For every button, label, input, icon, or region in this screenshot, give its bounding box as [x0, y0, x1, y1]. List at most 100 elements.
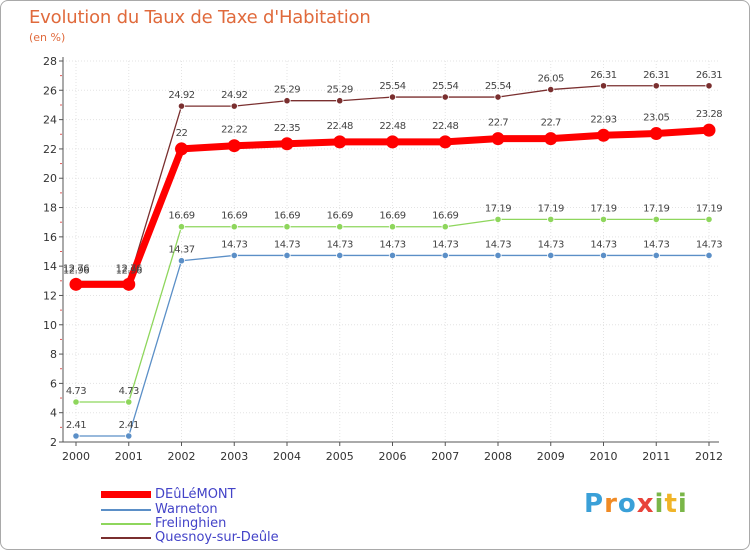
x-tick-label: 2007 [431, 450, 459, 463]
data-point [177, 257, 186, 265]
x-tick-label: 2002 [168, 450, 196, 463]
data-point [441, 223, 449, 231]
data-point [280, 137, 294, 151]
x-tick-label: 2003 [220, 450, 248, 463]
data-label: 22.93 [590, 114, 616, 125]
x-tick-label: 2008 [484, 450, 512, 463]
proxiti-logo: Proxiti [584, 489, 688, 519]
data-label: 4.73 [119, 386, 139, 397]
data-label: 25.54 [432, 81, 458, 92]
data-point [491, 132, 505, 146]
plot-area [63, 61, 719, 442]
logo-letter: i [654, 489, 665, 519]
data-label: 22.22 [221, 125, 247, 136]
data-point [336, 97, 344, 105]
data-label: 25.29 [327, 85, 353, 96]
data-label: 2.41 [119, 420, 139, 431]
data-label: 14.73 [485, 239, 511, 250]
y-tick-label: 18 [43, 202, 57, 215]
legend-label: Quesnoy-sur-Deûle [155, 530, 279, 545]
data-label: 25.54 [485, 81, 511, 92]
data-point [386, 135, 399, 149]
data-point [388, 93, 397, 101]
data-point [125, 398, 133, 406]
data-point [177, 102, 186, 110]
data-point [333, 135, 347, 149]
data-point [441, 93, 449, 101]
data-point [388, 251, 397, 260]
logo-letter: r [604, 489, 618, 519]
data-point [494, 93, 502, 101]
data-label: 14.73 [221, 239, 247, 250]
data-label: 17.19 [643, 203, 669, 214]
data-label: 14.73 [432, 239, 458, 250]
x-tick-label: 2011 [642, 450, 670, 463]
data-point [283, 251, 291, 260]
data-point [599, 82, 608, 90]
data-label: 14.37 [168, 245, 194, 256]
data-point [177, 223, 186, 231]
logo-letter: o [617, 489, 637, 519]
data-point [336, 223, 344, 231]
data-label: 14.73 [274, 239, 300, 250]
legend-label: Warneton [155, 502, 218, 517]
y-tick-label: 6 [50, 377, 57, 390]
data-point [547, 85, 555, 94]
x-tick-label: 2005 [326, 450, 354, 463]
x-tick-label: 2000 [62, 450, 90, 463]
data-point [599, 251, 608, 260]
data-label: 17.19 [538, 203, 564, 214]
data-label: 12.76 [116, 263, 142, 274]
data-point [72, 432, 80, 440]
data-label: 25.29 [274, 85, 300, 96]
data-label: 16.69 [432, 211, 458, 222]
data-point [388, 223, 397, 231]
x-tick-label: 2001 [115, 450, 143, 463]
data-label: 16.69 [274, 211, 300, 222]
data-point [652, 215, 660, 224]
data-point [230, 223, 238, 231]
data-point [702, 123, 716, 137]
x-tick-label: 2006 [379, 450, 407, 463]
y-tick-label: 10 [43, 319, 57, 332]
data-label: 23.05 [643, 113, 669, 124]
data-point [494, 251, 502, 260]
logo-letter: i [677, 489, 688, 519]
legend-label: Frelinghien [155, 516, 227, 531]
data-point [599, 215, 608, 224]
data-point [547, 251, 555, 260]
y-tick-label: 8 [50, 348, 57, 361]
y-tick-label: 4 [50, 407, 57, 420]
data-label: 22.48 [432, 121, 458, 132]
data-label: 22.7 [488, 118, 508, 129]
data-label: 16.69 [168, 211, 194, 222]
legend-swatch [101, 509, 151, 511]
data-label: 26.31 [590, 70, 616, 81]
legend-label: DEûLéMONT [155, 487, 236, 502]
data-label: 16.69 [327, 211, 353, 222]
data-label: 14.73 [590, 239, 616, 250]
data-point [652, 82, 660, 90]
data-label: 26.05 [538, 74, 564, 85]
y-tick-label: 14 [43, 260, 57, 273]
data-point [230, 102, 238, 110]
legend-swatch [101, 523, 151, 525]
data-label: 17.19 [590, 203, 616, 214]
chart-subtitle: (en %) [29, 31, 66, 44]
data-label: 16.69 [379, 211, 405, 222]
data-point [705, 82, 713, 90]
y-tick-label: 12 [43, 289, 57, 302]
data-label: 4.73 [66, 386, 86, 397]
x-tick-label: 2012 [695, 450, 723, 463]
data-label: 14.73 [696, 239, 722, 250]
data-label: 12.96 [116, 265, 142, 276]
data-point [597, 128, 610, 142]
data-label: 12.96 [63, 265, 89, 276]
data-label: 24.92 [221, 90, 247, 101]
y-tick-label: 2 [50, 436, 57, 449]
data-point [438, 135, 452, 149]
x-tick-label: 2009 [537, 450, 565, 463]
legend-swatch [101, 537, 151, 539]
